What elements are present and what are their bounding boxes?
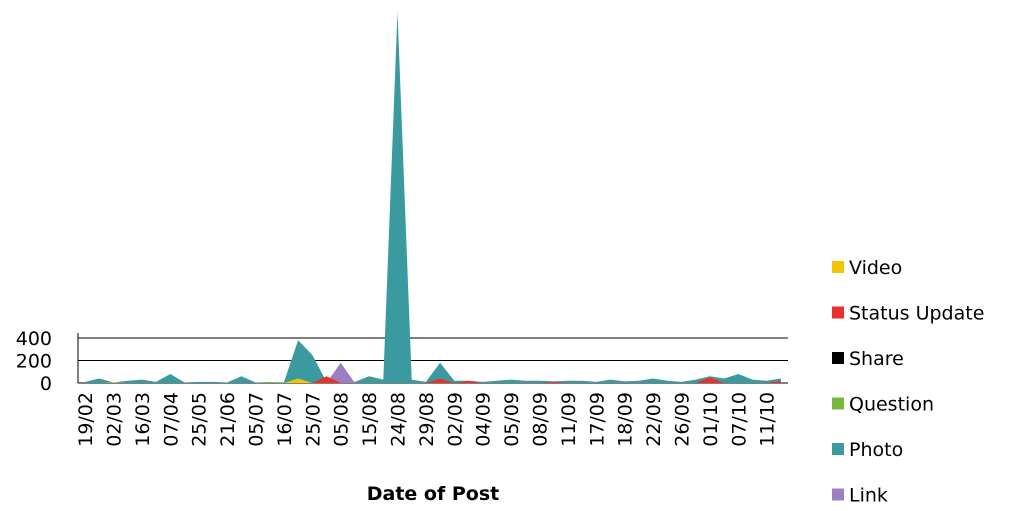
x-tick-label: 17/09 xyxy=(586,392,608,447)
x-tick-label: 24/08 xyxy=(388,392,410,447)
x-tick-label: 29/08 xyxy=(416,392,438,447)
area xyxy=(85,376,781,383)
legend-label: Question xyxy=(849,394,934,416)
x-tick-label: 07/04 xyxy=(160,392,182,447)
x-tick-label: 26/09 xyxy=(672,392,694,447)
area xyxy=(85,11,781,383)
x-tick-label: 05/08 xyxy=(331,392,353,447)
x-tick-label: 18/09 xyxy=(615,392,637,447)
x-tick-label: 02/03 xyxy=(104,392,126,447)
y-tick-label: 400 xyxy=(16,328,52,350)
x-tick-label: 02/09 xyxy=(444,392,466,447)
legend-swatch xyxy=(832,397,844,410)
x-tick-label: 22/09 xyxy=(643,392,665,447)
x-tick-label: 05/09 xyxy=(501,392,523,447)
legend-swatch xyxy=(832,352,844,364)
x-tick-label: 15/08 xyxy=(359,392,381,447)
x-axis-title: Date of Post xyxy=(367,483,499,505)
x-tick-label: 21/06 xyxy=(217,392,239,447)
legend-label: Share xyxy=(849,348,904,370)
y-tick-label: 0 xyxy=(40,373,52,395)
x-tick-label: 25/05 xyxy=(189,392,211,447)
x-tick-label: 11/09 xyxy=(558,392,580,447)
legend-label: Link xyxy=(849,485,888,507)
x-tick-label: 07/10 xyxy=(728,392,750,447)
x-tick-label: 08/09 xyxy=(530,392,552,447)
legend-swatch xyxy=(832,443,844,455)
x-tick-label: 25/07 xyxy=(302,392,324,447)
x-tick-label: 11/10 xyxy=(757,392,779,447)
legend-label: Photo xyxy=(849,439,903,461)
x-tick-label: 01/10 xyxy=(700,392,722,447)
x-tick-label: 04/09 xyxy=(473,392,495,447)
x-tick-label: 19/02 xyxy=(75,392,97,447)
legend-label: Video xyxy=(849,257,902,279)
x-tick-label: 16/07 xyxy=(274,392,296,447)
legend-swatch xyxy=(832,306,844,319)
legend-swatch xyxy=(832,488,844,501)
y-tick-label: 200 xyxy=(16,351,52,373)
x-tick-label: 05/07 xyxy=(246,392,268,447)
x-tick-label: 16/03 xyxy=(132,392,154,447)
legend-label: Status Update xyxy=(849,303,984,325)
legend-swatch xyxy=(832,261,844,273)
